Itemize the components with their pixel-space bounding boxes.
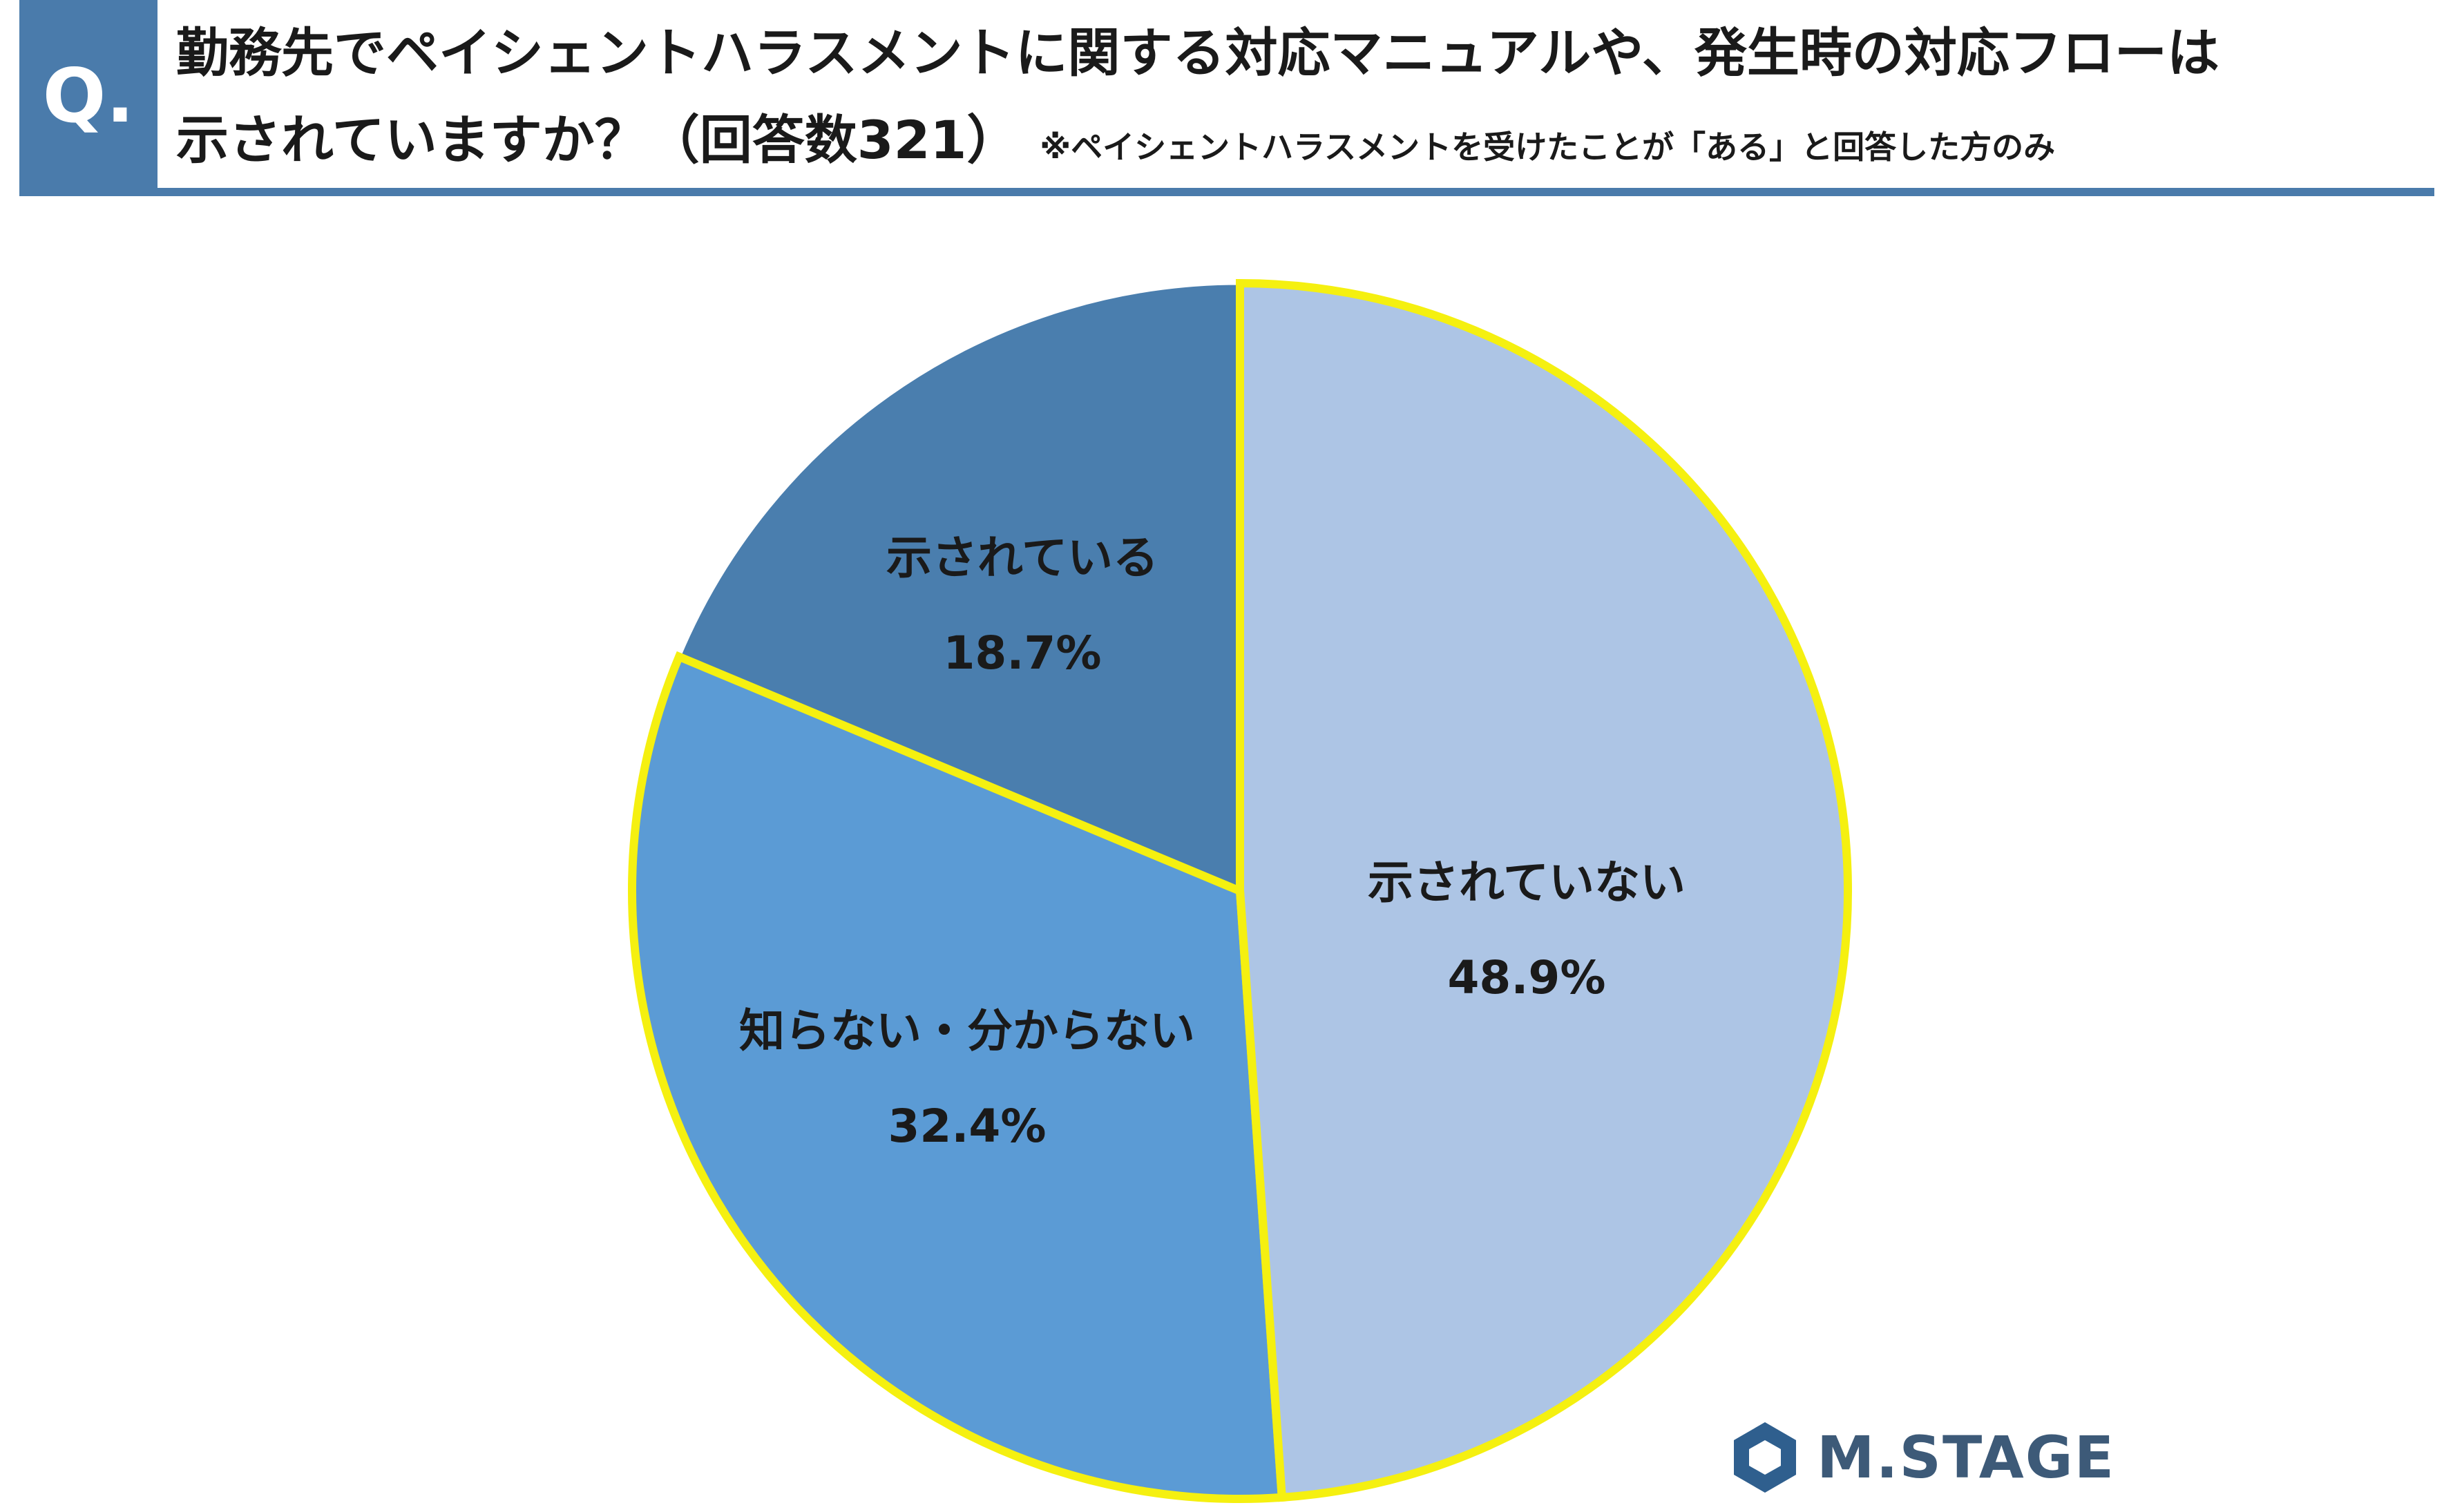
logo-text: M.STAGE	[1817, 1424, 2116, 1491]
slice-1-label: 示されていない	[1368, 856, 1686, 909]
pie-labels: 示されていない 48.9% 知らない・分からない 32.4% 示されている 18.7%	[739, 531, 1686, 1153]
header-rule	[19, 188, 2434, 196]
slice-2-highlight	[628, 651, 1287, 1503]
question-title-line2: 示されていますか？（回答数321） ※ペイシェントハラスメントを受けたことが「ある…	[176, 102, 2055, 193]
slice-2-value-label: 32.4%	[888, 1100, 1047, 1153]
mstage-hexagon-icon	[1734, 1422, 1796, 1493]
slice-3	[676, 281, 1242, 894]
question-badge: Q.	[19, 0, 157, 192]
slice-1-value-label: 48.9%	[1448, 951, 1606, 1004]
mstage-logo: M.STAGE	[1727, 1416, 2115, 1499]
slice-2-label: 知らない・分からない	[739, 1004, 1195, 1058]
respondent-note: ※ペイシェントハラスメントを受けたことが「ある」と回答した方のみ	[1040, 128, 2056, 166]
slice-3-value-label: 18.7%	[944, 626, 1102, 680]
question-title-main: 示されていますか？（回答数321）	[176, 109, 1020, 171]
slice-1-highlight	[1236, 278, 1852, 1502]
question-title-line1: 勤務先でペイシェントハラスメントに関する対応マニュアルや、発生時の対応フローは	[176, 22, 2219, 84]
pie-highlight-outlines	[628, 278, 1852, 1503]
slice-3-label: 示されている	[886, 531, 1158, 584]
pie-slices	[630, 281, 1850, 1501]
